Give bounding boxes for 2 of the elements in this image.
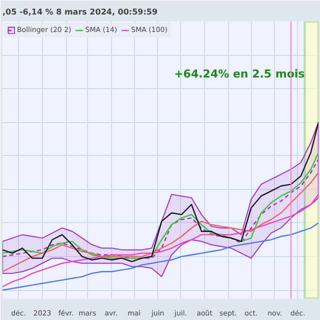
chart-title: ,05 -6,14 % 8 mars 2024, 00:59:59 <box>2 8 158 16</box>
band-label: +64.24% en 2.5 mois <box>174 67 306 80</box>
